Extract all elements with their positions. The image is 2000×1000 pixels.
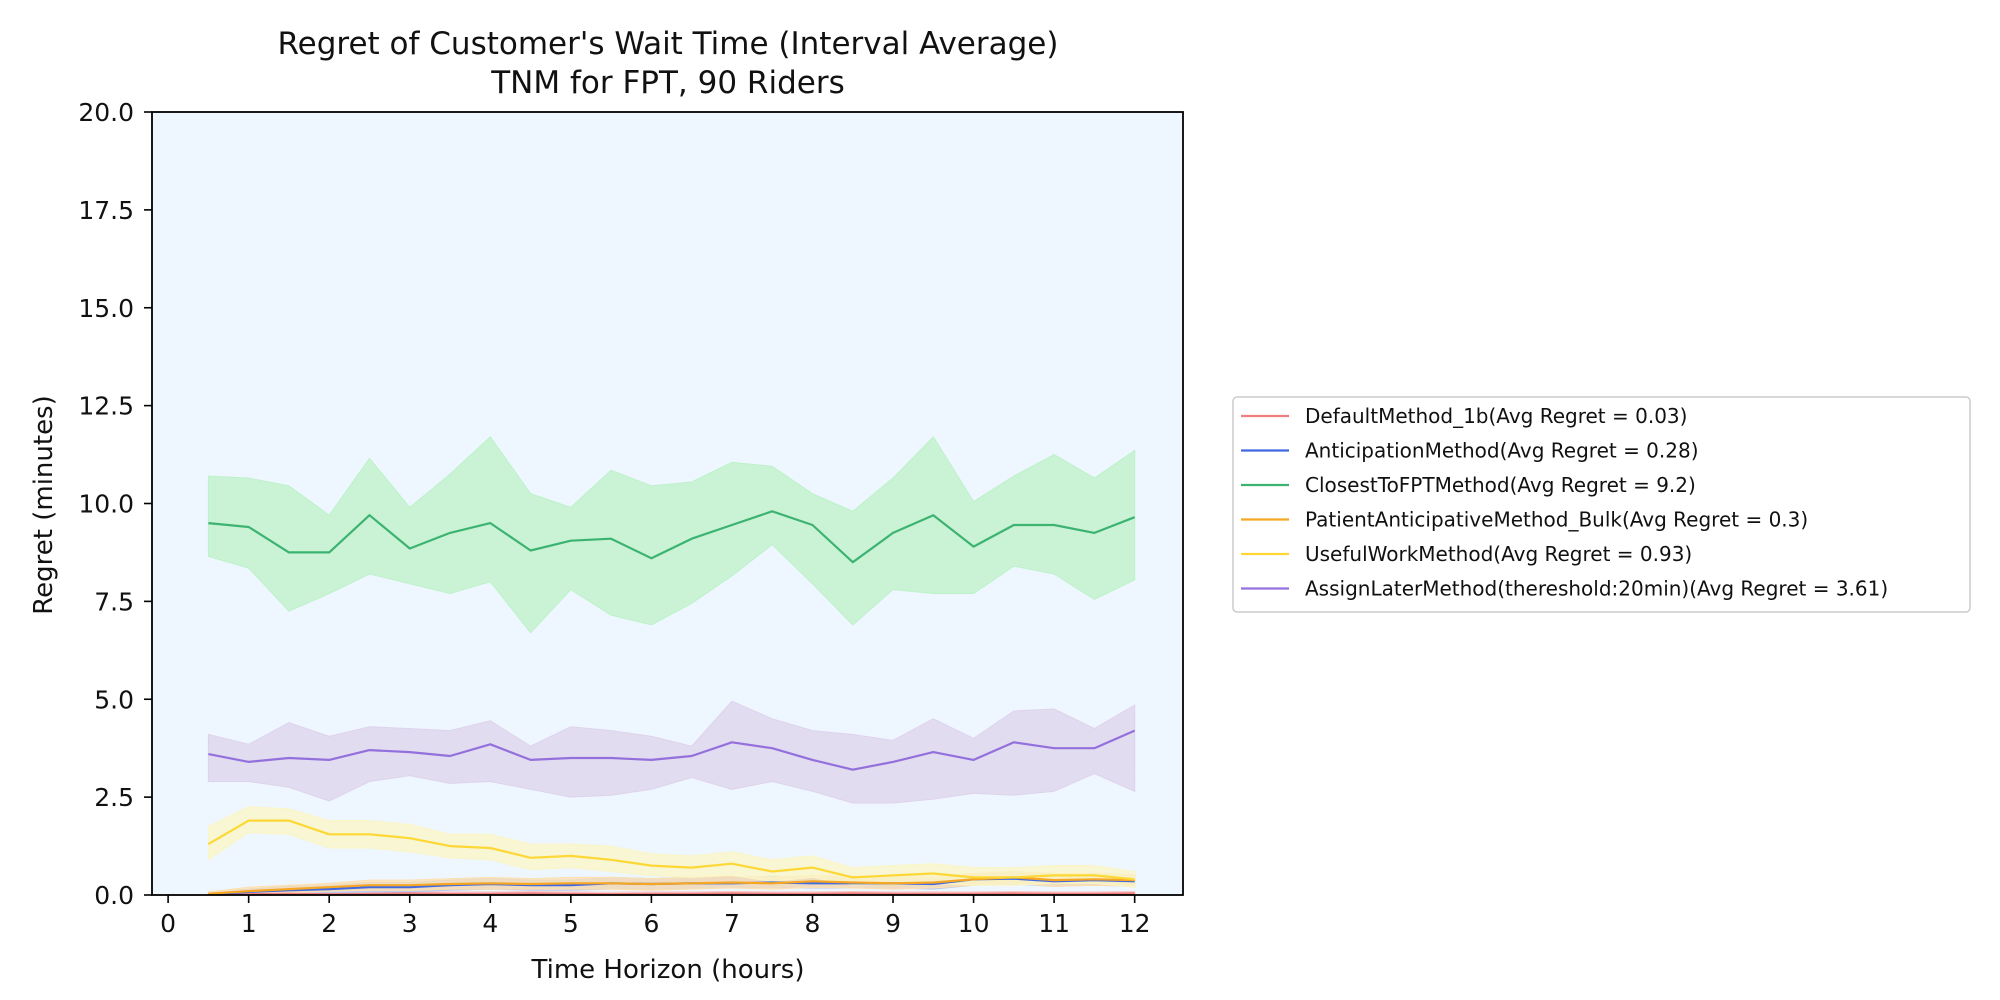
series-line-4 — [207, 819, 1135, 881]
confidence-band-4 — [207, 806, 1136, 888]
x-tick-label: 2 — [321, 909, 337, 938]
series-line-5 — [208, 729, 1136, 771]
y-tick-label: 12.5 — [78, 392, 134, 421]
y-tick-label: 15.0 — [78, 294, 134, 323]
x-tick-label: 6 — [643, 909, 659, 938]
x-tick-label: 8 — [805, 909, 821, 938]
x-tick-label: 9 — [885, 909, 901, 938]
legend-label-3: PatientAnticipativeMethod_Bulk(Avg Regre… — [1305, 508, 1808, 532]
chart-subtitle: TNM for FPT, 90 Riders — [490, 65, 844, 101]
x-tick-label: 0 — [160, 909, 176, 938]
y-tick-label: 7.5 — [94, 587, 134, 616]
y-axis-label: Regret (minutes) — [29, 395, 59, 615]
x-tick-label: 12 — [1119, 909, 1151, 938]
legend-label-5: AssignLaterMethod(thereshold:20min)(Avg … — [1305, 577, 1888, 601]
y-tick-label: 2.5 — [94, 783, 134, 812]
y-tick-label: 10.0 — [78, 490, 134, 519]
chart-title: Regret of Customer's Wait Time (Interval… — [278, 26, 1059, 62]
x-tick-label: 5 — [563, 909, 579, 938]
confidence-band-5 — [207, 700, 1136, 804]
y-tick-label: 17.5 — [78, 196, 134, 225]
legend: DefaultMethod_1b(Avg Regret = 0.03) Antic… — [1232, 396, 1971, 613]
x-tick-label: 4 — [482, 909, 498, 938]
y-tick-label: 0.0 — [94, 881, 134, 910]
x-axis-label: Time Horizon (hours) — [531, 955, 805, 985]
series-line-2 — [208, 510, 1136, 564]
legend-label-4: UsefulWorkMethod(Avg Regret = 0.93) — [1305, 542, 1692, 566]
x-tick-label: 1 — [241, 909, 257, 938]
legend-label-2: ClosestToFPTMethod(Avg Regret = 9.2) — [1305, 473, 1696, 497]
confidence-band-2 — [207, 436, 1136, 634]
legend-box — [1232, 396, 1971, 613]
legend-label-1: AnticipationMethod(Avg Regret = 0.28) — [1305, 439, 1699, 463]
x-tick-label: 10 — [958, 909, 990, 938]
legend-label-0: DefaultMethod_1b(Avg Regret = 0.03) — [1305, 404, 1687, 428]
x-tick-label: 7 — [724, 909, 740, 938]
series-line-0 — [208, 892, 1135, 895]
series-line-3 — [208, 876, 1135, 895]
x-tick-label: 11 — [1038, 909, 1070, 938]
x-tick-label: 3 — [402, 909, 418, 938]
y-tick-label: 5.0 — [94, 685, 134, 714]
y-tick-label: 20.0 — [78, 98, 134, 127]
